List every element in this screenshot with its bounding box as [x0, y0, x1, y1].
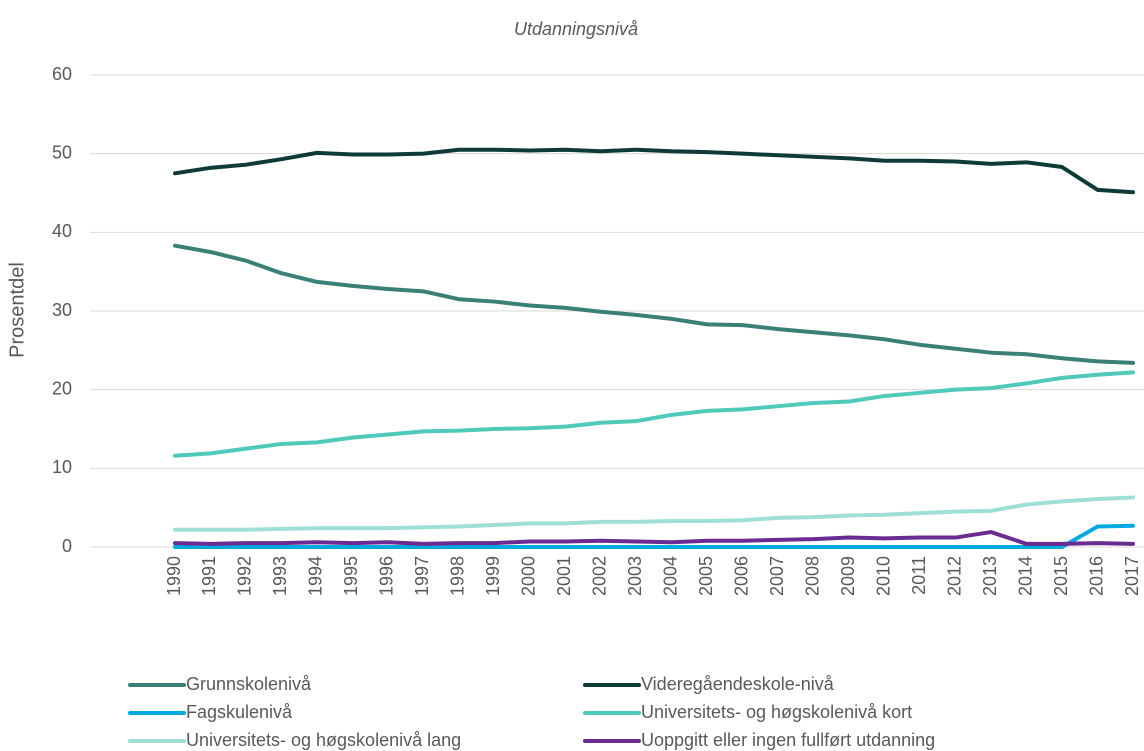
x-tick-label: 1991	[199, 556, 219, 596]
y-tick-label: 20	[52, 378, 72, 398]
x-tick-label: 1999	[483, 556, 503, 596]
x-tick-label: 1996	[377, 556, 397, 596]
y-tick-label: 50	[52, 142, 72, 162]
x-tick-label: 1997	[412, 556, 432, 596]
y-axis-label: Prosentdel	[6, 262, 28, 358]
x-tick-label: 2008	[802, 556, 822, 596]
x-tick-label: 2006	[731, 556, 751, 596]
x-tick-label: 2011	[909, 556, 929, 595]
series-line	[173, 147, 1135, 195]
x-tick-label: 2010	[873, 556, 893, 596]
y-tick-label: 40	[52, 221, 72, 241]
legend-label: Fagskulenivå	[186, 702, 293, 722]
x-tick-label: 1990	[164, 556, 184, 596]
legend-label: Universitets- og høgskolenivå kort	[641, 702, 912, 722]
x-tick-label: 2003	[625, 556, 645, 596]
series-line	[173, 370, 1135, 458]
series-line	[173, 243, 1135, 365]
x-tick-label: 2012	[944, 556, 964, 596]
series-line	[173, 495, 1135, 532]
y-tick-label: 60	[52, 64, 72, 84]
legend-label: Grunnskolenivå	[186, 674, 312, 694]
x-tick-label: 2016	[1086, 556, 1106, 596]
legend-label: Universitets- og høgskolenivå lang	[186, 730, 461, 750]
x-tick-label: 2017	[1122, 556, 1142, 596]
x-tick-label: 1998	[448, 556, 468, 596]
x-tick-label: 1994	[306, 556, 326, 596]
x-tick-label: 2013	[980, 556, 1000, 596]
legend-label: Uoppgitt eller ingen fullført utdanning	[641, 730, 935, 750]
y-tick-label: 10	[52, 457, 72, 477]
x-tick-label: 2015	[1051, 556, 1071, 596]
chart-title: Utdanningsnivå	[514, 19, 638, 39]
series-line	[173, 530, 1135, 546]
x-tick-label: 1993	[270, 556, 290, 596]
y-tick-label: 30	[52, 300, 72, 320]
series-line	[173, 523, 1135, 549]
y-tick-label: 0	[62, 536, 72, 556]
x-tick-label: 2009	[838, 556, 858, 596]
x-tick-label: 2004	[660, 556, 680, 596]
x-tick-label: 2007	[767, 556, 787, 596]
x-tick-label: 2005	[696, 556, 716, 596]
x-tick-label: 2014	[1015, 556, 1035, 596]
x-tick-label: 2000	[519, 556, 539, 596]
x-tick-label: 1995	[341, 556, 361, 596]
x-tick-label: 2001	[554, 556, 574, 596]
legend-label: Videregåendeskole-nivå	[641, 674, 835, 694]
x-tick-label: 1992	[235, 556, 255, 596]
x-tick-label: 2002	[590, 556, 610, 596]
